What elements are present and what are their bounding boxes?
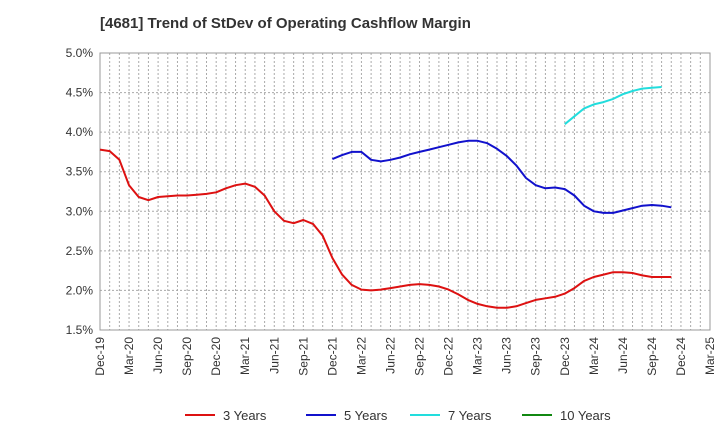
x-tick-label: Mar-20 <box>122 337 136 375</box>
legend: 3 Years 5 Years 7 Years 10 Years <box>185 408 611 423</box>
y-tick-label: 3.5% <box>66 165 94 179</box>
legend-label: 7 Years <box>448 408 492 423</box>
y-tick-label: 3.0% <box>66 204 94 218</box>
series-line-3-years <box>99 148 672 309</box>
x-tick-label: Mar-24 <box>587 337 601 375</box>
x-tick-label: Jun-23 <box>500 337 514 374</box>
x-tick-label: Dec-20 <box>209 337 223 376</box>
series-lines <box>99 86 672 309</box>
y-tick-label: 1.5% <box>66 323 94 337</box>
series-line-5-years <box>332 139 672 214</box>
y-tick-label: 2.0% <box>66 283 94 297</box>
x-tick-label: Jun-21 <box>267 337 281 374</box>
x-tick-label: Jun-24 <box>616 337 630 374</box>
x-axis-ticks: Dec-19 Mar-20 Jun-20 Sep-20 Dec-20 Mar-21 Jun-… <box>93 337 717 376</box>
y-tick-label: 2.5% <box>66 244 94 258</box>
x-tick-label: Mar-21 <box>238 337 252 375</box>
x-tick-label: Sep-21 <box>296 337 310 376</box>
x-tick-label: Dec-24 <box>674 337 688 376</box>
y-axis-ticks: 1.5% 2.0% 2.5% 3.0% 3.5% 4.0% 4.5% 5.0% <box>66 46 94 337</box>
grid-lines <box>100 52 710 331</box>
x-tick-label: Sep-20 <box>180 337 194 376</box>
x-tick-label: Sep-23 <box>529 337 543 376</box>
x-tick-label: Dec-19 <box>93 337 107 376</box>
x-tick-label: Dec-22 <box>442 337 456 376</box>
y-tick-label: 4.5% <box>66 86 94 100</box>
series-line-7-years <box>564 86 662 125</box>
x-tick-label: Jun-22 <box>383 337 397 374</box>
y-tick-label: 4.0% <box>66 125 94 139</box>
x-tick-label: Jun-20 <box>151 337 165 374</box>
x-tick-label: Mar-22 <box>354 337 368 375</box>
legend-label: 10 Years <box>560 408 611 423</box>
x-tick-label: Sep-22 <box>413 337 427 376</box>
x-tick-label: Mar-25 <box>703 337 717 375</box>
y-tick-label: 5.0% <box>66 46 94 60</box>
x-tick-label: Dec-21 <box>325 337 339 376</box>
legend-label: 3 Years <box>223 408 267 423</box>
legend-label: 5 Years <box>344 408 388 423</box>
x-tick-label: Sep-24 <box>645 337 659 376</box>
x-tick-label: Dec-23 <box>558 337 572 376</box>
chart-title: [4681] Trend of StDev of Operating Cashf… <box>100 15 471 32</box>
x-tick-label: Mar-23 <box>471 337 485 375</box>
plot-frame <box>99 52 711 331</box>
